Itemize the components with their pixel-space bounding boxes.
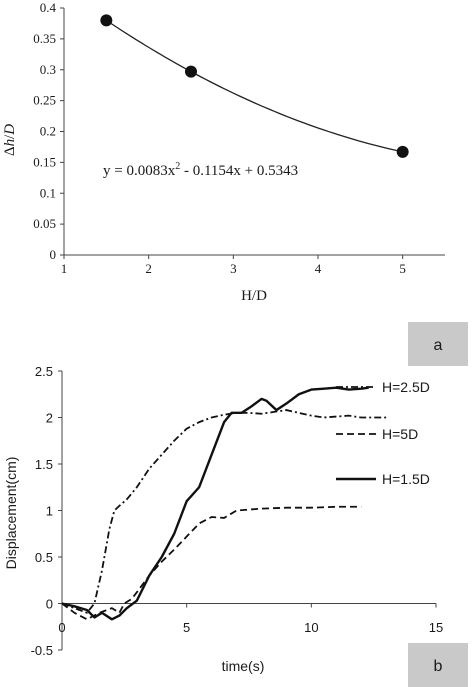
a-trendline bbox=[105, 19, 403, 153]
b-panel-label: b bbox=[434, 658, 443, 675]
a-data-point bbox=[396, 145, 409, 158]
b-y-tick-label: 0.5 bbox=[35, 550, 53, 565]
a-trend-equation: y = 0.0083x2 - 0.1154x + 0.5343 bbox=[103, 161, 298, 179]
b-y-tick-label: -0.5 bbox=[31, 643, 53, 658]
b-panel-label-box bbox=[408, 643, 468, 687]
b-x-tick-label: 15 bbox=[429, 620, 443, 635]
b-y-tick-label: 1.5 bbox=[35, 457, 53, 472]
a-y-tick-label: 0.2 bbox=[40, 124, 56, 139]
a-x-tick-label: 1 bbox=[61, 261, 68, 276]
chart-panel-b: Displacement(cm) time(s) b -0.5 0 0.5 1 1.5 2… bbox=[3, 364, 468, 687]
b-x-tick-label: 5 bbox=[183, 620, 190, 635]
a-x-tick-label: 5 bbox=[399, 261, 406, 276]
b-x-axis-label: time(s) bbox=[222, 658, 265, 674]
a-x-axis-label: H/D bbox=[241, 288, 267, 304]
b-y-tick-label: 2.5 bbox=[35, 364, 53, 379]
b-x-tick-label: 0 bbox=[58, 620, 65, 635]
b-legend-label: H=5D bbox=[382, 426, 418, 442]
a-y-axis-label: Δh/D bbox=[2, 124, 18, 156]
b-y-tick-label: 2 bbox=[46, 411, 53, 426]
a-x-tick-label: 2 bbox=[145, 261, 152, 276]
b-y-axis-label: Displacement(cm) bbox=[3, 457, 19, 570]
a-data-point bbox=[100, 14, 113, 27]
b-series-line-h-5d bbox=[61, 505, 362, 621]
a-data-point bbox=[185, 65, 197, 78]
a-y-tick-label: 0.4 bbox=[40, 0, 57, 15]
b-x-tick-label: 10 bbox=[304, 620, 318, 635]
a-y-tick-label: 0.35 bbox=[33, 31, 56, 46]
a-y-tick-label: 0.25 bbox=[33, 93, 56, 108]
b-legend-label: H=1.5D bbox=[382, 471, 430, 487]
a-y-tick-label: 0.1 bbox=[40, 185, 56, 200]
b-y-tick-label: 0 bbox=[46, 597, 53, 612]
b-series-line-h-1-5d bbox=[61, 386, 369, 621]
a-panel-label: a bbox=[434, 337, 443, 354]
b-series-line-h-2-5d bbox=[61, 409, 387, 614]
b-legend-label: H=2.5D bbox=[382, 379, 430, 395]
a-x-tick-label: 3 bbox=[230, 261, 237, 276]
chart-panel-a: Δh/D H/D y = 0.0083x2 - 0.1154x + 0.5343… bbox=[2, 0, 468, 366]
a-y-tick-label: 0.15 bbox=[33, 154, 56, 169]
a-y-tick-label: 0.05 bbox=[33, 216, 56, 231]
b-y-tick-label: 1 bbox=[46, 504, 53, 519]
a-y-tick-label: 0.3 bbox=[40, 62, 56, 77]
a-panel-label-box bbox=[408, 322, 468, 366]
a-x-tick-label: 4 bbox=[315, 261, 322, 276]
a-y-tick-label: 0 bbox=[50, 247, 57, 262]
